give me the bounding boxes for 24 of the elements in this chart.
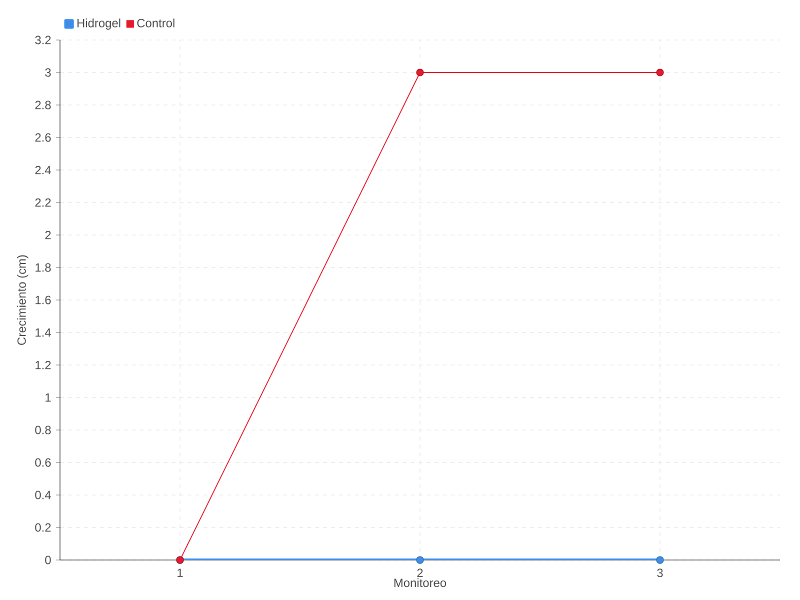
y-tick-label: 3.2: [35, 36, 51, 44]
legend-label: Control: [137, 18, 174, 28]
x-tick-label: 1: [178, 568, 183, 577]
y-tick-label: 3: [45, 68, 51, 77]
y-tick-label: 1.6: [36, 296, 51, 304]
y-tick-label: 2: [45, 230, 51, 240]
x-axis-title: Monitoreo: [394, 578, 446, 588]
y-tick-label: 1.8: [36, 263, 51, 272]
y-tick-label: 0: [45, 556, 51, 564]
y-tick-label: 0.6: [35, 458, 51, 467]
x-tick-label: 3: [657, 568, 663, 578]
y-tick-label: 0.2: [35, 523, 51, 532]
y-tick-label: 0.4: [35, 490, 51, 500]
y-tick-label: 2.8: [35, 100, 51, 110]
y-tick-label: 2.6: [35, 133, 51, 142]
y-axis-title: Crecimiento (cm): [17, 255, 28, 345]
y-tick-label: 1.4: [36, 328, 51, 337]
y-tick-label: 0.8: [35, 426, 51, 434]
y-tick-label: 1: [46, 393, 51, 402]
y-tick-label: 2.4: [35, 166, 51, 174]
legend-label: Hidrogel: [77, 18, 120, 30]
y-tick-label: 1.2: [36, 360, 51, 370]
x-tick-label: 2: [417, 568, 423, 578]
y-tick-label: 2.2: [35, 198, 51, 207]
